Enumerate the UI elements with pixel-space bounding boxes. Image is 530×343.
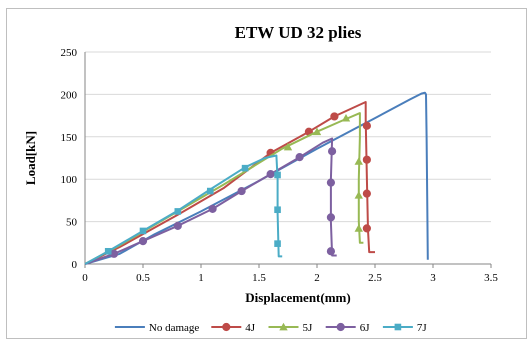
x-axis-title: Displacement(mm) <box>245 290 350 305</box>
data-point <box>326 178 336 187</box>
x-tick-label: 0 <box>82 272 88 284</box>
series-line <box>84 91 429 265</box>
legend-label: 7J <box>417 322 428 334</box>
y-axis-title: Load[kN] <box>23 131 38 185</box>
data-point <box>237 186 246 196</box>
y-tick-label: 250 <box>61 47 78 59</box>
chart-frame: ETW UD 32 plies 0 50 100 150 200 250 0 0.5 1 1.5 2 2… <box>6 8 527 339</box>
data-point <box>283 142 293 151</box>
x-tick-label: 1 <box>198 272 204 284</box>
legend-item: 7J <box>382 322 428 334</box>
data-point <box>330 112 339 121</box>
data-point <box>206 187 214 195</box>
data-point <box>173 221 182 230</box>
series-3 <box>84 137 337 265</box>
x-tick-label: 3.5 <box>484 272 498 284</box>
data-point <box>354 157 363 165</box>
data-point <box>326 213 336 222</box>
legend-label: No damage <box>149 322 200 334</box>
data-point <box>274 171 281 179</box>
data-point <box>295 153 304 162</box>
x-tick-label: 0.5 <box>136 272 150 284</box>
y-tick-label: 100 <box>61 174 78 186</box>
data-point <box>354 191 363 199</box>
x-tick-label: 2.5 <box>368 272 382 284</box>
data-point <box>362 121 371 130</box>
chart-title: ETW UD 32 plies <box>235 23 362 42</box>
data-point <box>274 240 281 247</box>
legend-marker <box>279 322 288 331</box>
legend-label: 5J <box>303 322 314 334</box>
legend-marker <box>336 322 345 332</box>
legend-label: 4J <box>245 322 256 334</box>
series-line <box>84 154 283 265</box>
data-point <box>327 147 337 156</box>
chart-svg: ETW UD 32 plies 0 50 100 150 200 250 0 0.5 1 1.5 2 2… <box>23 23 498 334</box>
y-tick-label: 150 <box>61 132 78 144</box>
data-point <box>266 170 275 179</box>
legend-marker <box>222 322 231 332</box>
y-tick-label: 50 <box>66 217 78 229</box>
data-point <box>274 206 281 214</box>
x-tick-label: 2 <box>314 272 320 284</box>
data-point <box>174 208 182 215</box>
data-point <box>312 127 322 136</box>
data-point <box>362 155 371 164</box>
data-point <box>138 237 148 246</box>
legend-item: No damage <box>114 322 200 334</box>
legend-label: 6J <box>360 322 371 334</box>
data-point <box>104 247 112 255</box>
data-point <box>139 227 147 235</box>
legend-item: 6J <box>325 322 371 334</box>
x-tick-label: 1.5 <box>252 272 266 284</box>
data-point <box>241 164 249 172</box>
legend-marker <box>394 323 402 331</box>
data-point <box>362 189 371 198</box>
x-tick-label: 3 <box>430 272 436 284</box>
series-0 <box>84 91 429 265</box>
series-4 <box>84 154 283 265</box>
y-tick-label: 200 <box>61 89 78 101</box>
legend-item: 4J <box>211 322 256 334</box>
data-point <box>362 224 371 233</box>
data-point <box>208 204 217 213</box>
data-point <box>341 113 351 122</box>
y-tick-label: 0 <box>72 259 78 271</box>
data-point <box>354 224 363 232</box>
data-point <box>326 247 336 256</box>
legend-item: 5J <box>268 322 314 334</box>
